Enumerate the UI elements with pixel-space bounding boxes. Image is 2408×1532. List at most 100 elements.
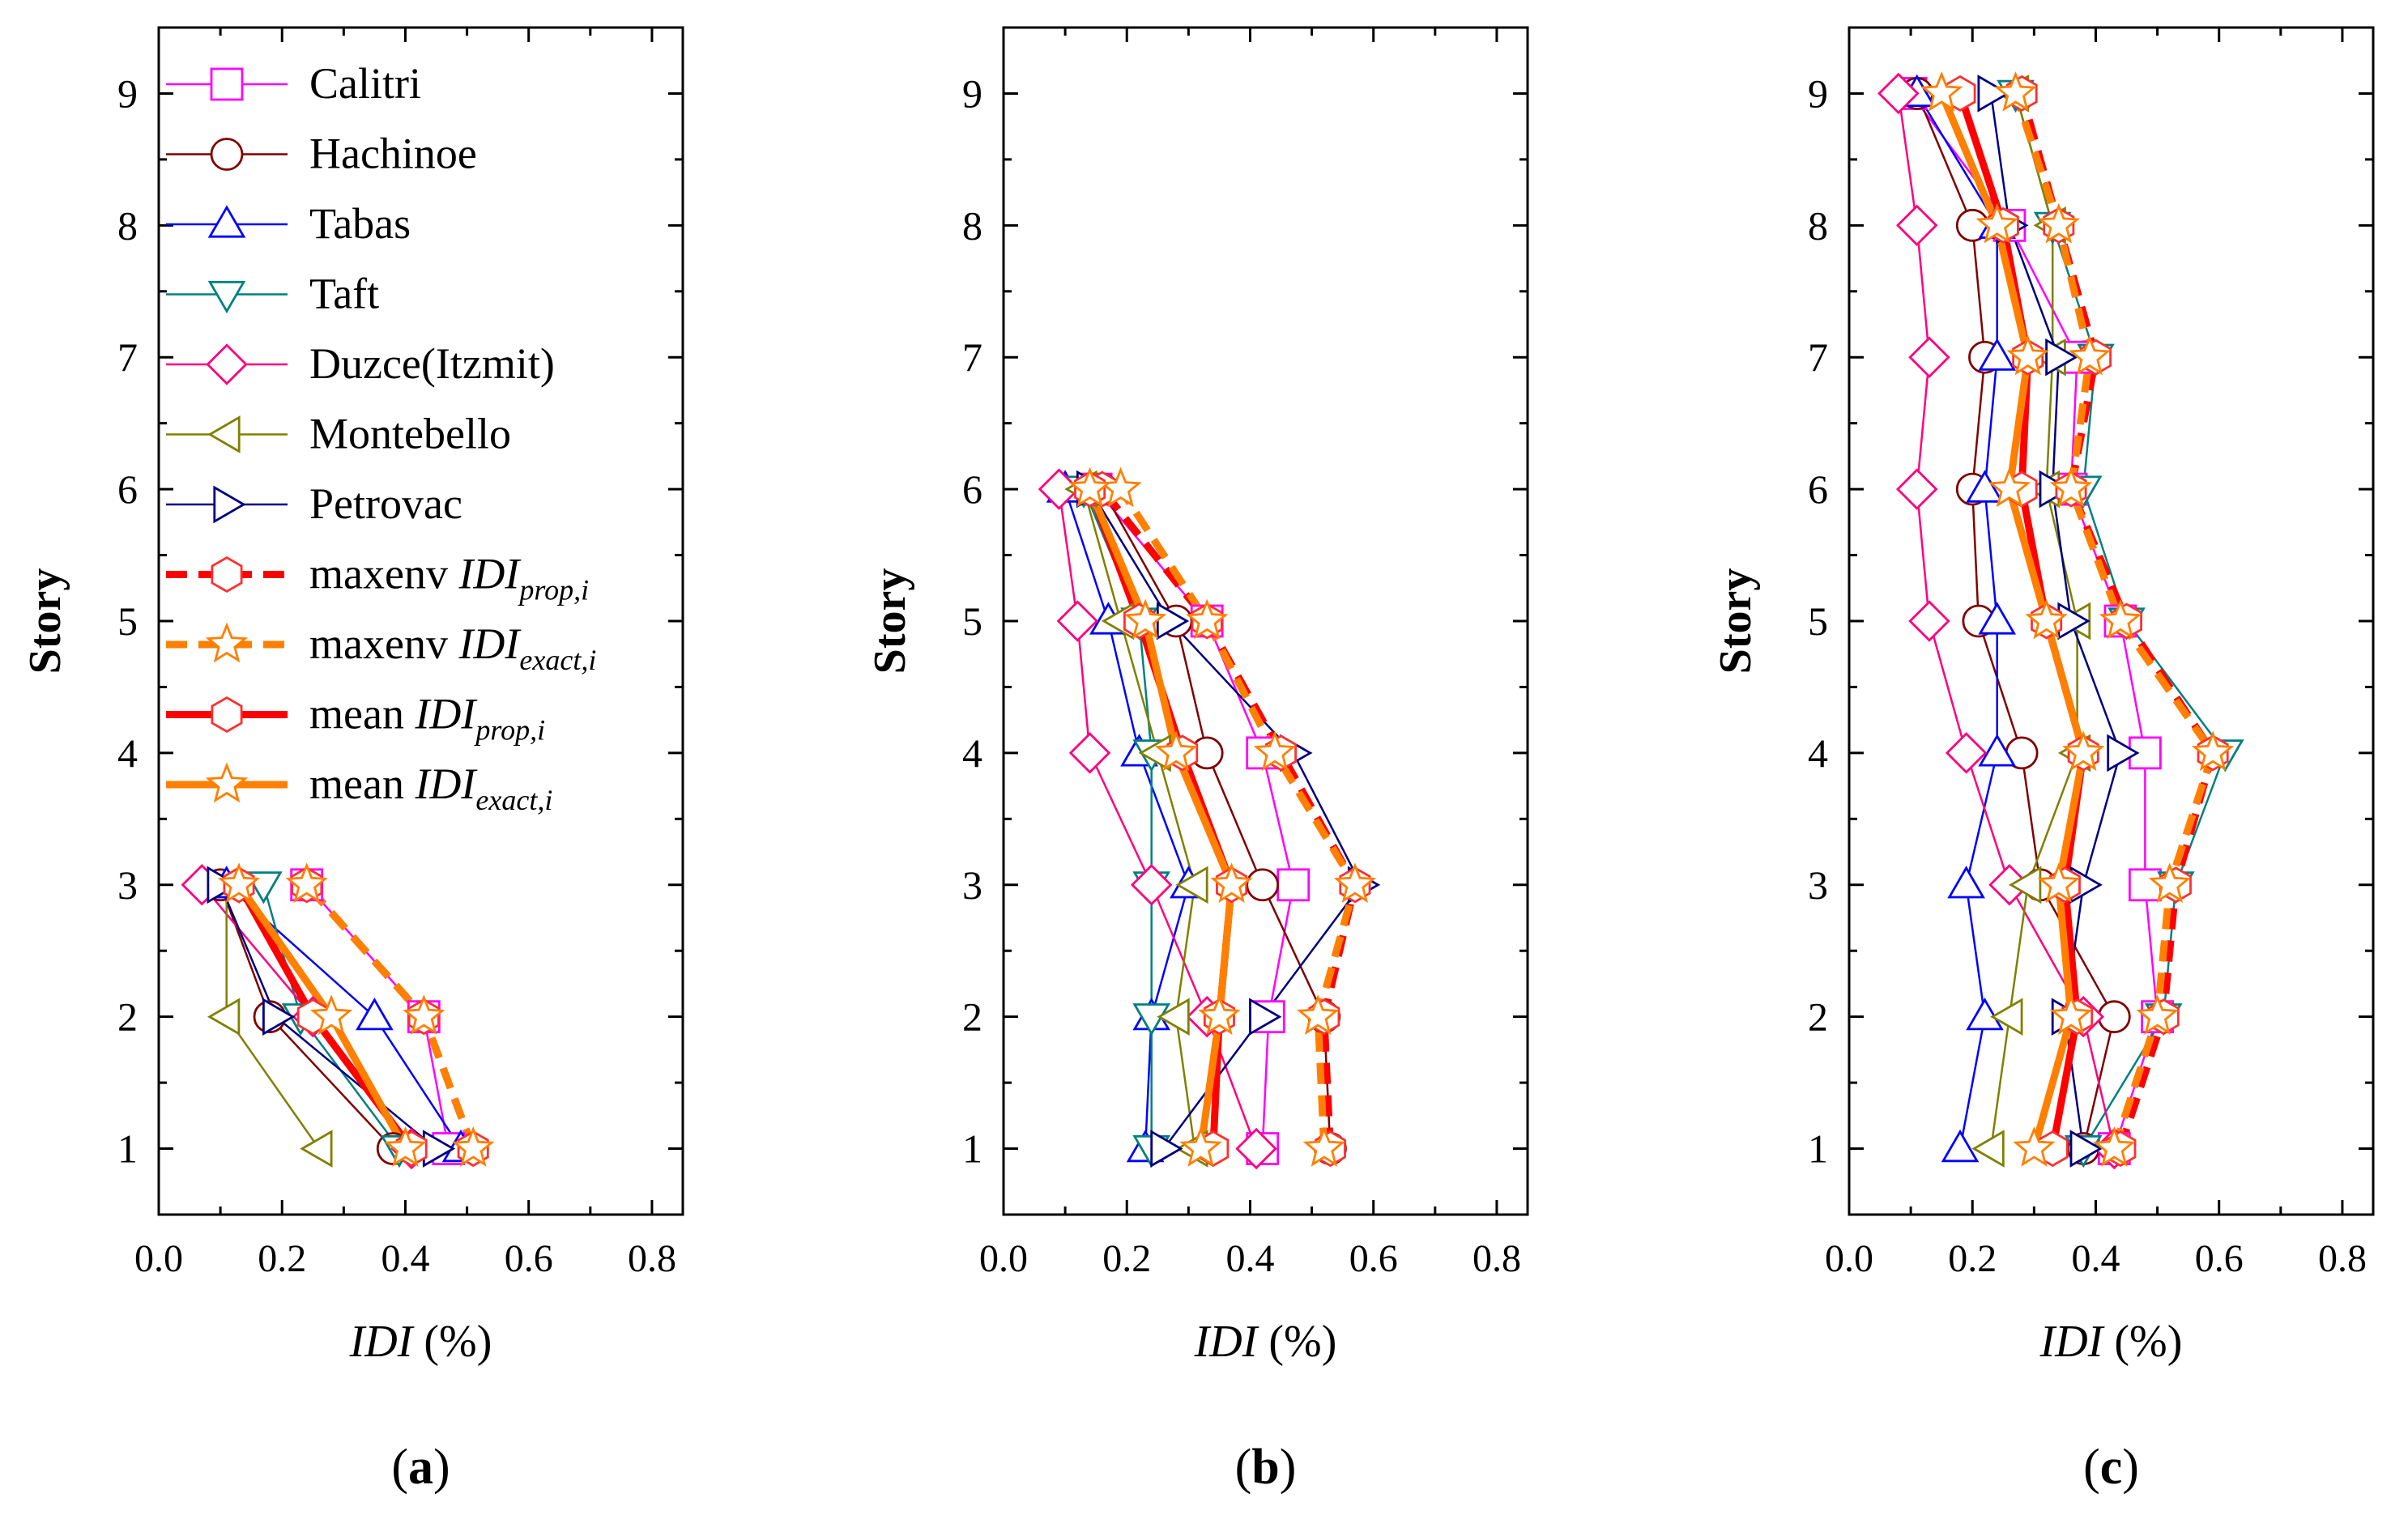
- legend-item: mean IDIexact,i: [166, 760, 552, 816]
- x-axis-title: IDI (%): [349, 1317, 492, 1367]
- y-tick-label: 9: [117, 70, 138, 116]
- data-point-petrovac: [1249, 998, 1282, 1036]
- panel-label-open: (: [1235, 1440, 1252, 1495]
- data-point-calitri: [2128, 868, 2162, 902]
- data-point-tabas: [356, 998, 394, 1031]
- y-tick-label: 7: [117, 334, 138, 380]
- x-tick-label: 0.6: [1349, 1237, 1398, 1280]
- y-tick-label: 8: [962, 202, 982, 248]
- data-point-montebello: [1971, 1130, 2005, 1168]
- data-point-petrovac: [262, 998, 296, 1036]
- data-point-maxenv-exact: [2191, 730, 2235, 772]
- data-point-petrovac: [2069, 1130, 2103, 1168]
- data-point-mean-exact: [1068, 466, 1111, 508]
- data-point-mean-exact: [384, 1126, 427, 1167]
- series-line-petrovac: [1089, 488, 1362, 1150]
- data-point-duzce-itzmit-: [1908, 336, 1950, 378]
- x-axis-title-unit: (%): [1257, 1317, 1336, 1367]
- y-axis-title: Story: [865, 568, 915, 675]
- legend-item: maxenv IDIexact,i: [166, 619, 596, 676]
- legend-label-subscript: exact,i: [475, 784, 552, 816]
- y-tick-label: 3: [962, 862, 982, 908]
- y-tick-label: 5: [962, 598, 982, 644]
- data-point-maxenv-exact: [2093, 1126, 2136, 1167]
- x-tick-label: 0.2: [1102, 1237, 1151, 1280]
- y-tick-label: 6: [1808, 466, 1828, 512]
- data-point-maxenv-exact: [403, 994, 445, 1035]
- x-axis-title-italic: IDI: [1194, 1317, 1259, 1367]
- legend-item: Hachinoe: [166, 130, 477, 178]
- legend-label-subscript: prop,i: [473, 714, 545, 747]
- data-point-maxenv-exact: [2068, 334, 2111, 376]
- data-point-duzce-itzmit-: [1896, 468, 1938, 510]
- data-point-duzce-itzmit-: [1235, 1127, 1277, 1170]
- data-point-petrovac: [2107, 734, 2140, 772]
- legend-item: maxenv IDIprop,i: [166, 550, 589, 606]
- legend-label-prefix: mean: [309, 760, 415, 808]
- data-point-taft: [1132, 1003, 1171, 1036]
- legend-marker: [210, 67, 244, 101]
- legend-label-symbol: IDI: [458, 550, 522, 598]
- legend-label-symbol: IDI: [458, 619, 522, 668]
- data-point-maxenv-exact: [1186, 598, 1229, 640]
- series-line-maxenv-exact: [1117, 487, 1359, 1149]
- data-point-tabas: [1978, 602, 2017, 635]
- data-point-maxenv-exact: [1302, 1126, 1345, 1167]
- panel-label-letter: a: [408, 1440, 433, 1495]
- legend-label-prefix: maxenv: [309, 550, 458, 598]
- panel-label-open: (: [2083, 1440, 2100, 1495]
- panel-a: 0.0 0.2 0.4 0.6 0.8 1 2 3 4 5 6 7 8 9 Story IDI (%) (a): [20, 26, 684, 1495]
- series-markers: [1038, 466, 1381, 1170]
- x-tick-label: 0.2: [1948, 1237, 1997, 1280]
- data-point-duzce-itzmit-: [1877, 72, 1920, 115]
- y-tick-label: 1: [962, 1126, 982, 1172]
- x-axis-title-unit: (%): [2103, 1317, 2182, 1367]
- legend-marker: [210, 138, 244, 171]
- legend-label: Montebello: [309, 410, 511, 458]
- data-point-mean-exact: [2006, 334, 2049, 376]
- legend-item: Petrovac: [166, 479, 462, 528]
- legend-item: mean IDIprop,i: [166, 690, 545, 747]
- y-tick-label: 2: [962, 994, 982, 1040]
- x-axis-title: IDI (%): [1194, 1317, 1337, 1367]
- data-point-tabas: [1941, 1129, 1980, 1163]
- panel-label-close: ): [433, 1440, 450, 1495]
- legend-item: Calitri: [166, 59, 421, 108]
- legend-label: Hachinoe: [309, 130, 477, 178]
- x-axis-title-italic: IDI: [2039, 1317, 2105, 1367]
- y-tick-label: 6: [117, 466, 138, 512]
- legend-label: mean IDIprop,i: [309, 690, 545, 747]
- legend-item: Montebello: [166, 410, 511, 458]
- y-tick-label: 9: [962, 70, 982, 116]
- panel-c: 0.0 0.2 0.4 0.6 0.8 1 2 3 4 5 6 7 8 9 Story IDI (%) (c): [1711, 26, 2375, 1495]
- y-axis-title: Story: [20, 568, 70, 675]
- y-tick-label: 4: [962, 730, 982, 776]
- data-point-tabas: [1966, 998, 2004, 1031]
- data-point-maxenv-exact: [2037, 202, 2080, 244]
- y-tick-label: 4: [1808, 730, 1828, 776]
- data-point-maxenv-exact: [452, 1126, 495, 1167]
- legend-label-subscript: exact,i: [519, 644, 596, 676]
- data-point-petrovac: [2045, 338, 2078, 377]
- panel-label-letter: c: [2100, 1440, 2123, 1495]
- data-point-maxenv-exact: [1253, 730, 1297, 772]
- x-tick-label: 0.0: [979, 1237, 1028, 1280]
- legend-label: Tabas: [309, 199, 411, 248]
- data-point-montebello: [2009, 866, 2042, 904]
- x-tick-label: 0.0: [134, 1237, 183, 1280]
- data-point-maxenv-exact: [1333, 862, 1377, 904]
- data-point-tabas: [1966, 470, 2004, 503]
- data-point-duzce-itzmit-: [1068, 732, 1111, 774]
- data-point-maxenv-exact: [2148, 862, 2191, 904]
- legend-marker: [207, 415, 241, 453]
- data-point-maxenv-exact: [2099, 598, 2142, 640]
- x-tick-label: 0.4: [381, 1237, 429, 1280]
- legend-label: maxenv IDIprop,i: [309, 550, 589, 606]
- x-tick-label: 0.2: [258, 1237, 306, 1280]
- series-markers: [1877, 70, 2244, 1170]
- data-point-mean-exact: [1988, 466, 2031, 508]
- data-point-mean-exact: [2025, 598, 2068, 640]
- legend-label: mean IDIexact,i: [309, 760, 552, 816]
- data-point-maxenv-exact: [2136, 994, 2179, 1035]
